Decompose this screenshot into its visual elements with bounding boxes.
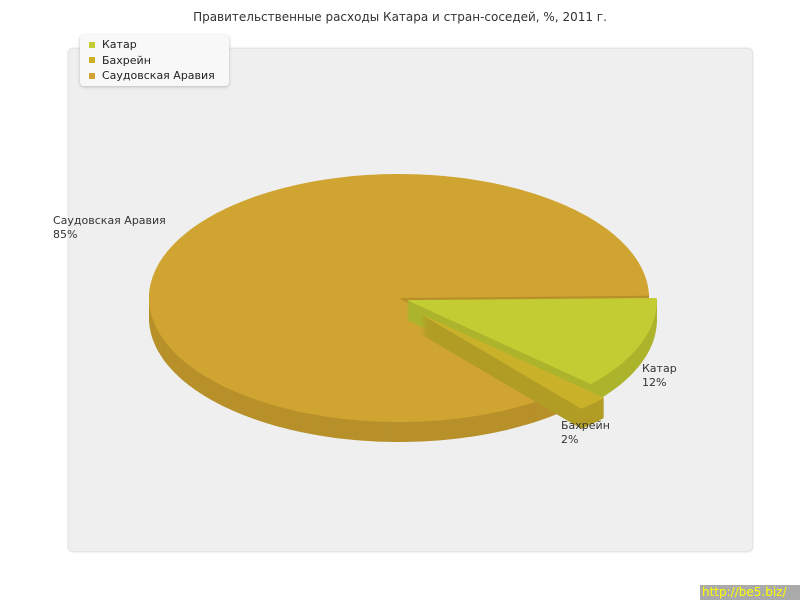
legend-label: Саудовская Аравия: [102, 69, 215, 82]
legend-swatch: [89, 72, 95, 79]
chart-title: Правительственные расходы Катара и стран…: [193, 10, 607, 24]
pie-slice-qatar[interactable]: [406, 298, 657, 405]
legend-label: Катар: [102, 38, 137, 51]
data-label-qatar: Катар 12%: [642, 362, 677, 389]
slice-top: [420, 313, 605, 409]
slice-top: [406, 298, 657, 385]
legend-swatch: [89, 41, 95, 48]
legend-item-saudi[interactable]: Саудовская Аравия: [89, 68, 229, 84]
pie-slice-saudi[interactable]: [149, 174, 649, 442]
pie-slice-bahrain[interactable]: [420, 313, 605, 429]
watermark[interactable]: http://be5.biz/: [700, 585, 800, 600]
legend-item-qatar[interactable]: Катар: [89, 37, 229, 53]
data-label-bahrain: Бахрейн 2%: [561, 419, 610, 446]
legend-label: Бахрейн: [102, 53, 151, 67]
legend-item-bahrain[interactable]: Бахрейн: [89, 53, 229, 69]
legend: Катар Бахрейн Саудовская Аравия: [80, 35, 229, 86]
legend-swatch: [89, 57, 95, 64]
data-label-saudi: Саудовская Аравия 85%: [53, 214, 166, 241]
slice-top: [149, 174, 649, 422]
